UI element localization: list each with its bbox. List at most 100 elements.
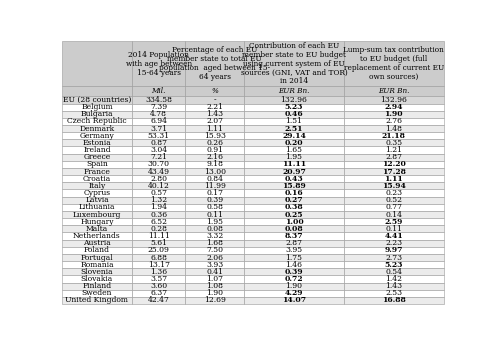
Text: %: % xyxy=(211,87,218,95)
Bar xyxy=(344,218,444,225)
Text: 2.16: 2.16 xyxy=(206,153,223,161)
Bar xyxy=(244,118,344,125)
Bar xyxy=(62,182,132,189)
Text: 9.97: 9.97 xyxy=(385,246,403,254)
Text: 132.96: 132.96 xyxy=(281,96,307,104)
Bar xyxy=(132,275,185,282)
Bar xyxy=(185,111,244,118)
Bar xyxy=(185,146,244,154)
Bar xyxy=(344,96,444,104)
Text: 1.65: 1.65 xyxy=(285,146,302,154)
Bar xyxy=(185,168,244,175)
Bar xyxy=(62,139,132,146)
Text: Malta: Malta xyxy=(86,225,108,233)
Bar xyxy=(344,175,444,182)
Text: 1.90: 1.90 xyxy=(285,282,302,290)
Bar xyxy=(244,282,344,290)
Text: 2.80: 2.80 xyxy=(150,175,167,183)
Text: 0.77: 0.77 xyxy=(385,203,402,211)
Text: 1.43: 1.43 xyxy=(385,282,402,290)
Bar xyxy=(62,41,132,86)
Text: 2.07: 2.07 xyxy=(206,117,223,126)
Bar xyxy=(62,154,132,161)
Bar xyxy=(185,297,244,304)
Bar xyxy=(185,154,244,161)
Text: 0.11: 0.11 xyxy=(206,211,223,219)
Bar xyxy=(244,125,344,132)
Bar xyxy=(132,86,185,96)
Text: 0.36: 0.36 xyxy=(150,211,167,219)
Bar xyxy=(185,240,244,247)
Text: Czech Republic: Czech Republic xyxy=(67,117,127,126)
Text: 0.87: 0.87 xyxy=(150,139,167,147)
Bar xyxy=(344,154,444,161)
Text: Croatia: Croatia xyxy=(83,175,111,183)
Bar xyxy=(244,247,344,254)
Text: 6.88: 6.88 xyxy=(150,253,167,262)
Text: France: France xyxy=(83,168,110,175)
Bar xyxy=(132,182,185,189)
Bar xyxy=(62,118,132,125)
Text: 2.87: 2.87 xyxy=(385,153,402,161)
Bar xyxy=(244,275,344,282)
Bar xyxy=(62,225,132,233)
Text: Slovenia: Slovenia xyxy=(81,268,113,276)
Text: Portugal: Portugal xyxy=(81,253,113,262)
Text: 1.08: 1.08 xyxy=(206,282,223,290)
Bar xyxy=(62,125,132,132)
Bar xyxy=(344,139,444,146)
Bar xyxy=(344,268,444,275)
Bar xyxy=(62,86,132,96)
Bar xyxy=(185,175,244,182)
Text: 3.95: 3.95 xyxy=(285,246,303,254)
Text: Ireland: Ireland xyxy=(83,146,111,154)
Text: 1.00: 1.00 xyxy=(284,218,303,226)
Text: Lump-sum tax contribution
to EU budget (full
replacement of current EU
own sourc: Lump-sum tax contribution to EU budget (… xyxy=(343,46,444,81)
Text: Bulgaria: Bulgaria xyxy=(81,110,113,118)
Bar xyxy=(132,254,185,261)
Bar xyxy=(185,197,244,204)
Text: Romania: Romania xyxy=(80,261,114,269)
Bar xyxy=(132,118,185,125)
Text: 3.71: 3.71 xyxy=(150,124,167,133)
Text: 2.53: 2.53 xyxy=(385,289,402,297)
Text: Austria: Austria xyxy=(83,239,111,247)
Text: 43.49: 43.49 xyxy=(148,168,170,175)
Bar xyxy=(132,132,185,139)
Bar xyxy=(185,132,244,139)
Text: 2.87: 2.87 xyxy=(285,239,302,247)
Bar xyxy=(132,96,185,104)
Bar xyxy=(62,233,132,240)
Bar xyxy=(244,268,344,275)
Bar xyxy=(344,282,444,290)
Bar xyxy=(244,197,344,204)
Bar xyxy=(244,204,344,211)
Text: 3.60: 3.60 xyxy=(150,282,167,290)
Bar xyxy=(244,261,344,268)
Bar xyxy=(185,104,244,111)
Bar xyxy=(132,189,185,197)
Text: 0.23: 0.23 xyxy=(385,189,402,197)
Text: Denmark: Denmark xyxy=(79,124,114,133)
Text: 2014 Population
with age between
15-64 years: 2014 Population with age between 15-64 y… xyxy=(126,51,192,77)
Bar xyxy=(344,204,444,211)
Text: 1.32: 1.32 xyxy=(150,196,167,204)
Text: 2.59: 2.59 xyxy=(385,218,403,226)
Text: Italy: Italy xyxy=(88,182,106,190)
Bar xyxy=(244,189,344,197)
Bar xyxy=(244,146,344,154)
Bar xyxy=(185,139,244,146)
Text: 20.97: 20.97 xyxy=(282,168,306,175)
Text: 0.58: 0.58 xyxy=(206,203,223,211)
Bar xyxy=(185,118,244,125)
Bar xyxy=(132,218,185,225)
Bar xyxy=(244,233,344,240)
Bar xyxy=(132,282,185,290)
Text: 7.39: 7.39 xyxy=(150,103,167,111)
Text: Germany: Germany xyxy=(79,132,114,140)
Text: Spain: Spain xyxy=(86,160,108,168)
Text: 0.08: 0.08 xyxy=(206,225,223,233)
Text: Contribution of each EU
member state to EU budget
using current system of EU
sou: Contribution of each EU member state to … xyxy=(241,42,347,86)
Bar xyxy=(244,240,344,247)
Text: 9.18: 9.18 xyxy=(206,160,223,168)
